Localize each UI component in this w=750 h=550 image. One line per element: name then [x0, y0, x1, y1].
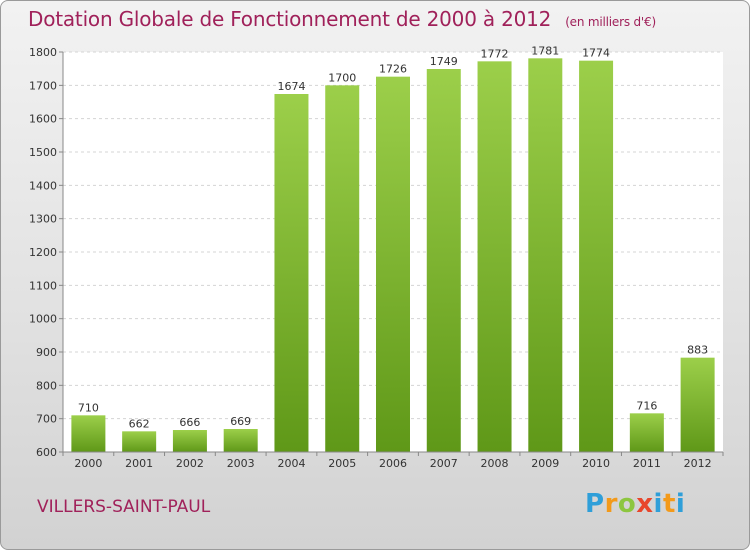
x-tick-label: 2000 [74, 457, 102, 470]
bar [223, 429, 258, 452]
proxiti-logo: Proxiti [585, 489, 686, 519]
bar-value-label: 669 [230, 415, 251, 428]
bar [680, 357, 715, 452]
bar-value-label: 716 [636, 399, 657, 412]
bar [122, 431, 157, 452]
y-tick-label: 1200 [29, 246, 57, 259]
commune-name: VILLERS-SAINT-PAUL [37, 497, 211, 517]
chart-title: Dotation Globale de Fonctionnement de 20… [28, 7, 656, 31]
bar [579, 60, 614, 453]
bar [325, 85, 360, 452]
y-tick-label: 1000 [29, 313, 57, 326]
x-tick-label: 2001 [125, 457, 153, 470]
bar-value-label: 662 [129, 417, 150, 430]
bar-value-label: 666 [179, 416, 200, 429]
bar-value-label: 710 [78, 401, 99, 414]
bar [71, 415, 106, 452]
chart-unit: (en milliers d'€) [565, 15, 656, 29]
x-tick-label: 2007 [430, 457, 458, 470]
bar [528, 58, 563, 452]
title-text: Dotation Globale de Fonctionnement de 20… [28, 7, 552, 31]
bar-value-label: 883 [687, 344, 708, 357]
y-tick-label: 1500 [29, 146, 57, 159]
bar [629, 413, 664, 452]
y-tick-label: 1100 [29, 279, 57, 292]
y-tick-label: 800 [36, 379, 57, 392]
bar-value-label: 1674 [277, 80, 305, 93]
bar [426, 69, 461, 452]
y-tick-label: 700 [36, 413, 57, 426]
y-tick-label: 1600 [29, 113, 57, 126]
y-tick-label: 1300 [29, 213, 57, 226]
x-tick-label: 2004 [277, 457, 305, 470]
y-tick-label: 1700 [29, 79, 57, 92]
x-tick-label: 2002 [176, 457, 204, 470]
bar-value-label: 1726 [379, 63, 407, 76]
x-tick-label: 2009 [531, 457, 559, 470]
y-tick-label: 600 [36, 446, 57, 459]
bar [376, 76, 410, 453]
bar-value-label: 1772 [481, 47, 509, 60]
y-tick-label: 900 [36, 346, 57, 359]
bar-value-label: 1749 [430, 55, 458, 68]
bar-value-label: 1774 [582, 47, 610, 60]
y-tick-label: 1400 [29, 179, 57, 192]
x-tick-label: 2011 [633, 457, 661, 470]
x-tick-label: 2006 [379, 457, 407, 470]
bar [172, 430, 207, 452]
x-tick-label: 2012 [684, 457, 712, 470]
bar [477, 61, 512, 452]
bar-value-label: 1781 [531, 44, 559, 57]
x-tick-label: 2003 [227, 457, 255, 470]
x-tick-label: 2008 [481, 457, 509, 470]
y-tick-label: 1800 [29, 46, 57, 59]
bar [274, 94, 309, 452]
x-tick-label: 2005 [328, 457, 356, 470]
bar-value-label: 1700 [328, 71, 356, 84]
x-tick-label: 2010 [582, 457, 610, 470]
